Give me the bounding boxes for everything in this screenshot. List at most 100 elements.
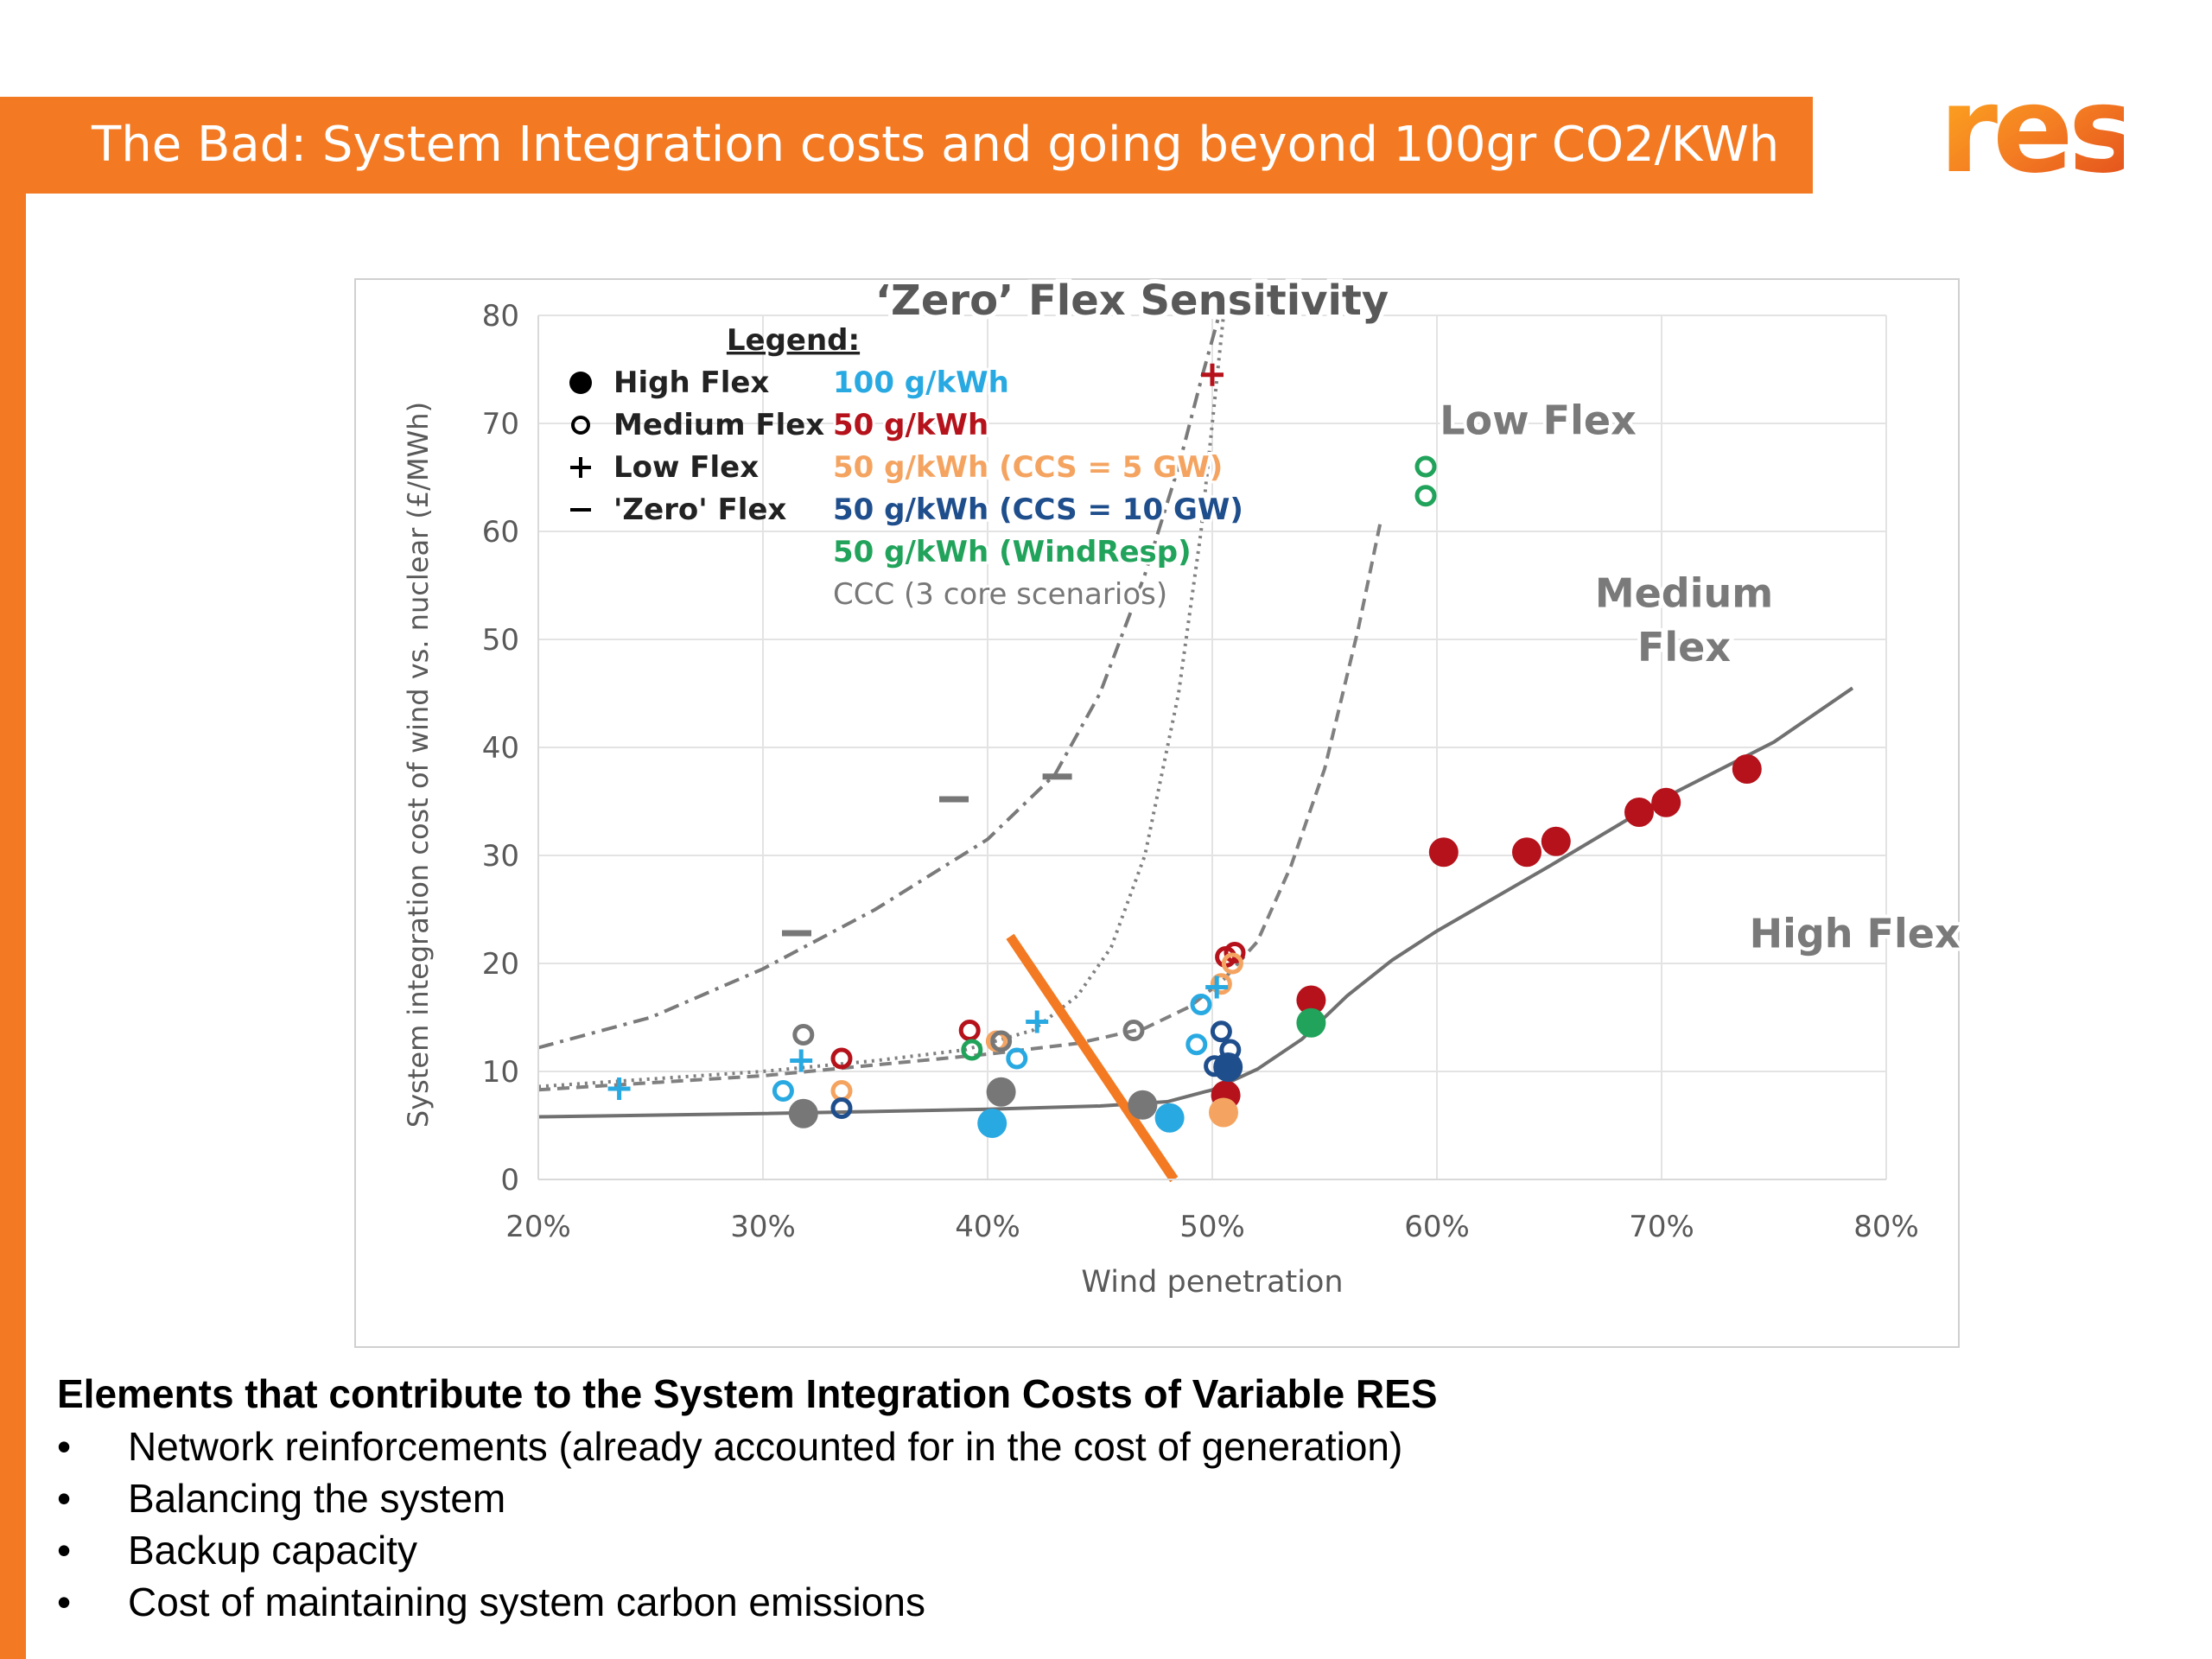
axes: 20% 30% 40% 50% 60% 70% 80% 0 10 20 30 40 50 60 70 80 Wi… [402,299,1919,1300]
data-point-open [1185,1033,1208,1056]
curve-threshold [1006,933,1179,1183]
legend-scenario-label: 100 g/kWh [833,365,1009,400]
data-point-open [1006,1047,1028,1070]
notes-section: Elements that contribute to the System I… [57,1369,2044,1628]
data-point-plus [1026,1010,1049,1033]
y-tick-label: 20 [482,947,519,982]
data-point-open [958,1020,981,1041]
y-tick-label: 60 [482,515,519,550]
logo-text: res [1939,78,2124,192]
left-accent-bar [0,97,26,1659]
data-point-open [1224,942,1246,963]
legend-scenario-label: 50 g/kWh (WindResp) [833,535,1192,569]
curve-label: Flex [1637,624,1731,671]
data-point-filled [1512,837,1541,868]
legend-scenario-label: 50 g/kWh (CCS = 5 GW) [833,450,1223,485]
data-point-open [1414,485,1437,507]
legend-plus-icon [570,457,591,478]
legend-filled-circle-icon [569,372,592,394]
grid-lines [537,315,1887,1180]
legend-marker-label: 'Zero' Flex [613,493,786,527]
data-point-open [1190,994,1212,1015]
data-point-open [1204,1055,1226,1077]
data-point-open [1219,1039,1242,1061]
x-tick-label: 20% [505,1210,571,1244]
data-point-filled [986,1077,1016,1107]
x-tick-label: 70% [1629,1210,1694,1244]
notes-heading: Elements that contribute to the System I… [57,1371,1438,1416]
legend-marker-label: Low Flex [613,450,759,485]
data-point-open [1122,1020,1145,1041]
data-point-filled [1624,798,1654,827]
data-point-plus [607,1077,631,1100]
bullet-icon: • [57,1476,72,1521]
bullet-icon: • [57,1580,72,1624]
curve-label: High Flex [1750,910,1960,957]
data-point-open [961,1039,983,1061]
data-point-filled [1428,837,1459,868]
slide-title: The Bad: System Integration costs and go… [92,117,1780,173]
legend: Legend: High Flex Medium Flex Low Flex 'Zero… [569,323,1246,614]
chart-border [354,278,1960,1348]
data-point-plus [1201,363,1224,386]
y-axis-title: System integration cost of wind vs. nucl… [402,402,435,1128]
notes-item-text: Cost of maintaining system carbon emissi… [128,1580,925,1624]
data-point-filled [1209,1097,1238,1128]
data-point-open [1221,952,1243,975]
legend-marker-label: High Flex [613,365,769,400]
curve-high-flex [537,686,1854,1119]
data-point-open [772,1080,794,1102]
x-tick-label: 50% [1179,1210,1245,1244]
notes-item-text: Backup capacity [128,1528,417,1573]
curve-label: Low Flex [1440,397,1636,444]
data-point-filled [1732,754,1762,784]
y-tick-label: 40 [482,731,519,766]
data-point-plus [790,1049,813,1072]
y-tick-label: 0 [500,1163,519,1198]
x-tick-label: 30% [730,1210,796,1244]
data-point-open [1210,1020,1232,1043]
notes-item: • Balancing the system [57,1472,2044,1524]
data-point-plus [1205,976,1229,999]
notes-item-text: Network reinforcements (already accounte… [128,1424,1403,1469]
y-tick-label: 10 [482,1055,519,1090]
integration-cost-chart: 20% 30% 40% 50% 60% 70% 80% 0 10 20 30 40 50 60 70 80 Wi… [354,278,1960,1348]
x-axis-title: Wind penetration [1081,1265,1343,1300]
x-tick-label: 40% [955,1210,1020,1244]
legend-marker-label: Medium Flex [613,408,824,442]
curve-label: Medium [1595,570,1773,617]
y-tick-label: 70 [482,407,519,442]
data-point-open [792,1024,815,1046]
notes-item: • Cost of maintaining system carbon emiss… [57,1576,2044,1628]
x-tick-label: 80% [1853,1210,1919,1244]
data-point-open [830,1047,853,1070]
legend-scenario-label: 50 g/kWh (CCS = 10 GW) [833,493,1243,527]
data-point-filled [1541,826,1571,856]
data-point-open [830,1097,853,1119]
data-point-filled [1128,1090,1158,1120]
y-tick-label: 30 [482,839,519,874]
res-logo: res [1939,78,2124,192]
data-point-filled [788,1098,818,1128]
title-bar: The Bad: System Integration costs and go… [0,97,1813,194]
chart-labels: ‘Zero’ Flex Sensitivity Low Flex Medium Fle… [871,278,1960,960]
bullet-icon: • [57,1424,72,1469]
data-point-open [990,1030,1013,1052]
x-tick-label: 60% [1404,1210,1470,1244]
notes-item: • Network reinforcements (already account… [57,1421,2044,1472]
legend-open-circle-icon [571,416,590,435]
legend-heading: Legend: [727,323,860,358]
legend-scenario-label: CCC (3 core scenarios) [833,577,1167,612]
data-points [607,363,1762,1138]
notes-item-text: Balancing the system [128,1476,506,1521]
y-tick-label: 50 [482,623,519,658]
data-point-filled [1296,1007,1326,1038]
notes-list: • Network reinforcements (already account… [57,1421,2044,1628]
data-point-filled [1154,1103,1185,1133]
data-point-filled [1651,787,1681,817]
chart-title: ‘Zero’ Flex Sensitivity [875,278,1389,325]
data-point-filled [1296,985,1326,1015]
data-point-open [1414,455,1437,478]
legend-scenario-label: 50 g/kWh [833,408,988,442]
data-point-filled [977,1109,1007,1138]
